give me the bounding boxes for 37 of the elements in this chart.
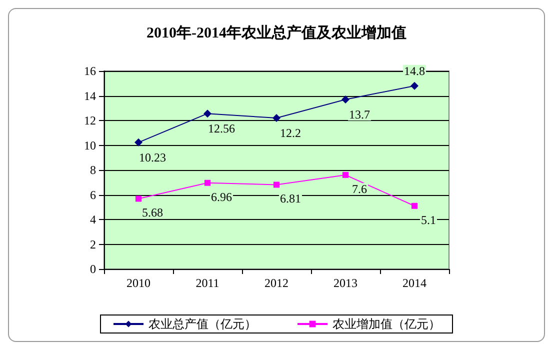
chart-title: 2010年-2014年农业总产值及农业增加值 [146, 24, 406, 42]
point [136, 196, 142, 202]
y-tick-label: 2 [90, 237, 96, 252]
y-tick-label: 14 [84, 88, 96, 103]
point [204, 180, 210, 186]
y-tick-label: 16 [84, 64, 96, 78]
data-label: 10.23 [139, 150, 166, 164]
x-tick-label: 2012 [264, 276, 288, 290]
x-tick-label: 2010 [126, 276, 150, 290]
legend-label: 农业总产值（亿元） [148, 317, 256, 331]
y-tick-label: 4 [90, 212, 96, 226]
point [274, 182, 280, 188]
data-label: 5.68 [142, 206, 163, 220]
data-label: 6.96 [211, 190, 232, 204]
y-tick-label: 6 [90, 188, 96, 202]
point [204, 110, 212, 118]
point [410, 82, 418, 90]
data-label: 7.6 [352, 182, 367, 196]
data-label: 12.56 [208, 122, 235, 136]
y-tick-label: 10 [84, 138, 96, 152]
point [412, 202, 418, 209]
x-tick-label: 2014 [402, 276, 426, 290]
point [134, 138, 142, 146]
y-tick-label: 12 [84, 114, 96, 128]
data-label: 12.2 [280, 126, 301, 140]
data-label: 6.81 [280, 192, 301, 206]
point [342, 172, 348, 178]
y-tick-label: 0 [90, 262, 96, 276]
data-label: 13.7 [349, 107, 370, 122]
x-tick-label: 2011 [196, 276, 220, 290]
y-tick-label: 8 [90, 163, 96, 177]
legend-label: 农业增加值（亿元） [332, 317, 440, 331]
point [272, 114, 280, 122]
x-tick-label: 2013 [334, 276, 358, 290]
data-label: 5.1 [421, 212, 436, 227]
data-label: 14.8 [404, 64, 425, 78]
point [342, 95, 350, 104]
